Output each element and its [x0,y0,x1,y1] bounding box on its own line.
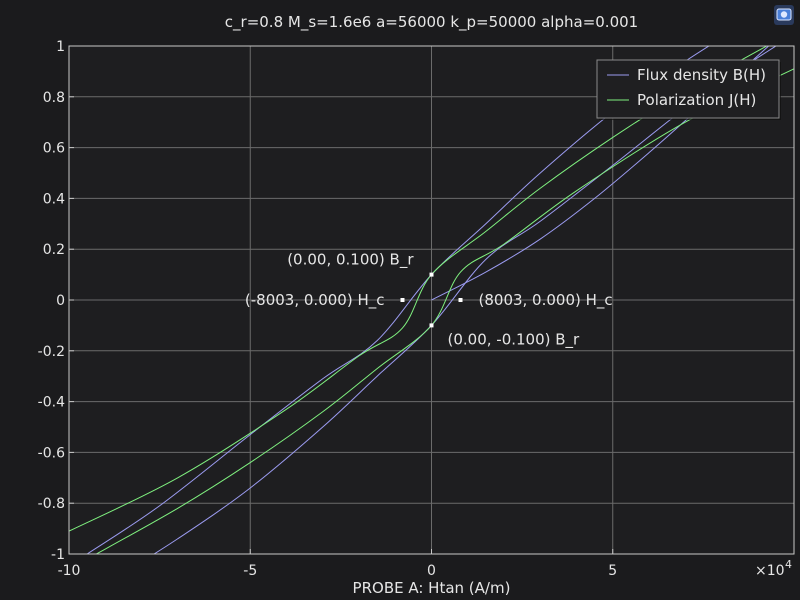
y-tick-label: -0.2 [38,344,65,360]
y-tick-label: -0.4 [38,395,65,411]
legend-label: Polarization J(H) [637,91,756,109]
chart-title: c_r=0.8 M_s=1.6e6 a=56000 k_p=50000 alph… [225,13,638,32]
annotation-label: (8003, 0.000) H_c [479,291,613,310]
x-tick-label: 5 [608,563,617,579]
y-tick-label: -0.8 [38,496,65,512]
x-tick-label: -10 [58,563,81,579]
legend: Flux density B(H) Polarization J(H) [596,59,781,120]
x-tick-label: 0 [427,563,436,579]
camera-icon[interactable] [774,5,794,25]
x-axis-exponent: ×10 4 [755,558,792,579]
y-tick-label: 0 [56,293,65,309]
y-tick-label: 0.2 [43,242,65,258]
grid [68,45,794,555]
y-tick-label: -0.6 [38,445,65,461]
annotations: (0.00, 0.100) B_r (-8003, 0.000) H_c (8003… [245,251,613,350]
x-tick-label: -5 [243,563,257,579]
y-tick-label: 1 [56,39,65,55]
y-tick-label: 0.8 [43,90,65,106]
annotation-label: (-8003, 0.000) H_c [245,291,385,310]
annotation-point [429,272,434,277]
x-axis-title: PROBE A: Htan (A/m) [353,579,511,597]
camera-icon-lens [780,11,788,18]
legend-label: Flux density B(H) [637,66,766,84]
x-exponent-base: ×10 [755,563,785,579]
legend-box [596,59,780,119]
y-tick-label: -1 [51,547,65,563]
annotation-point [429,323,434,328]
y-tick-label: 0.4 [43,191,65,207]
annotation-point [400,298,405,302]
axes: -1 -0.8 -0.6 -0.4 -0.2 0 0.2 0.4 0.6 0.8 1 -10 -5 0 5 [38,39,795,579]
annotation-point [458,298,463,302]
y-tick-label: 0.6 [43,141,65,157]
annotation-label: (0.00, -0.100) B_r [448,330,581,349]
x-exponent-power: 4 [785,558,792,571]
annotation-label: (0.00, 0.100) B_r [287,251,414,270]
